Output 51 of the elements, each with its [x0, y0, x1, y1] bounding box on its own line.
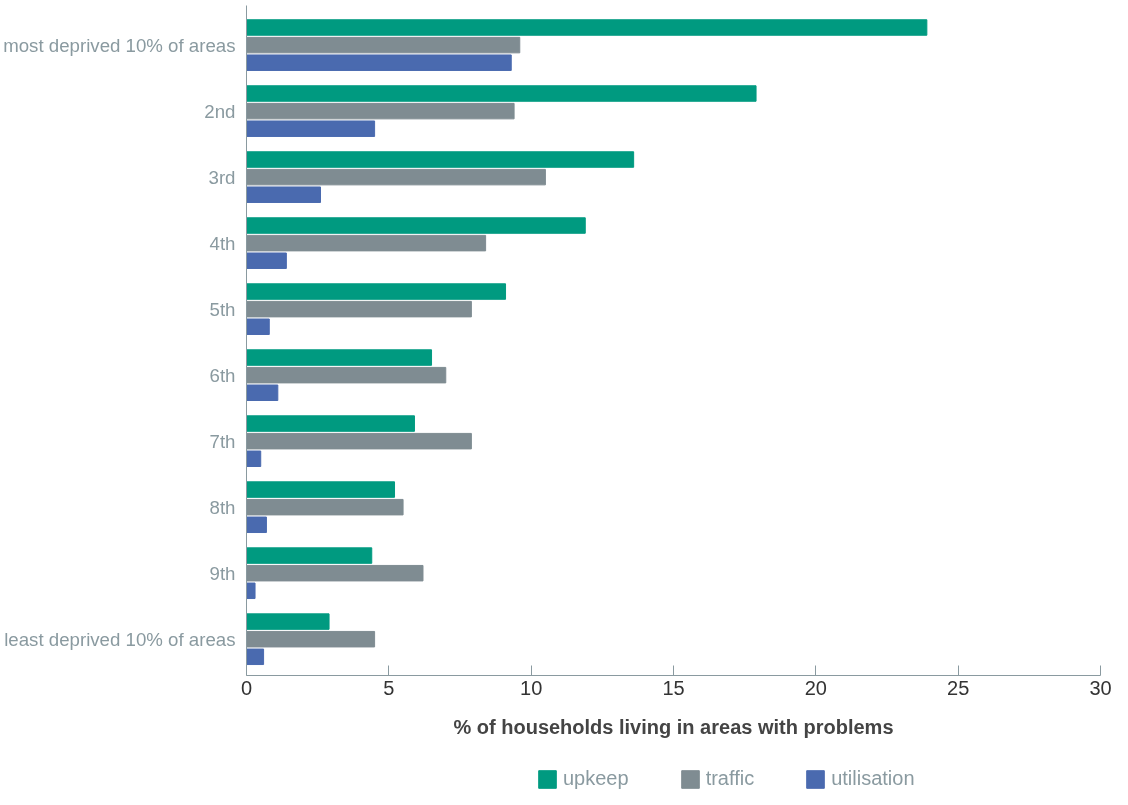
bar — [246, 252, 287, 269]
bar — [246, 186, 322, 203]
bar — [246, 36, 521, 54]
bar — [246, 564, 424, 582]
bar — [246, 582, 256, 600]
x-tick-label: 25 — [947, 676, 970, 699]
x-tick-label: 15 — [662, 676, 685, 699]
bar — [246, 547, 373, 564]
y-tick-label: 8th — [209, 496, 236, 518]
bar — [246, 318, 270, 335]
legend-label: utilisation — [831, 767, 915, 790]
y-tick-label: 3rd — [208, 166, 236, 188]
bar — [246, 481, 396, 498]
bar — [246, 613, 330, 630]
legend-label: traffic — [705, 767, 755, 790]
bar — [246, 384, 279, 401]
y-tick-label: most deprived 10% of areas — [3, 34, 236, 56]
bar — [246, 217, 586, 234]
y-tick-label: 9th — [209, 562, 236, 584]
x-tick-label: 0 — [240, 676, 253, 699]
y-tick-label: 6th — [209, 364, 236, 386]
x-tick-label: 5 — [383, 676, 395, 699]
bar — [246, 102, 515, 120]
bar — [246, 151, 635, 168]
bar — [246, 54, 512, 71]
y-tick-label: least deprived 10% of areas — [4, 628, 236, 650]
bar — [246, 234, 487, 252]
bar — [246, 349, 433, 366]
y-tick-label: 7th — [209, 430, 236, 452]
x-tick-label: 20 — [804, 676, 827, 699]
bar — [246, 366, 447, 384]
bar — [246, 283, 507, 300]
bar — [246, 648, 265, 666]
bar — [246, 120, 376, 137]
x-tick-label: 30 — [1089, 676, 1112, 699]
bar — [246, 498, 404, 516]
bar — [246, 630, 376, 648]
bar — [246, 85, 757, 102]
bar — [246, 450, 262, 468]
bar — [246, 300, 472, 318]
y-tick-label: 4th — [209, 232, 236, 254]
bar — [246, 432, 472, 450]
bar — [246, 516, 267, 534]
legend-label: upkeep — [563, 767, 629, 790]
bar — [246, 415, 415, 432]
y-tick-label: 5th — [209, 298, 236, 320]
bar — [246, 19, 928, 36]
x-axis-title: % of households living in areas with problems — [453, 715, 894, 738]
y-tick-label: 2nd — [204, 100, 236, 122]
x-tick-label: 10 — [520, 676, 543, 699]
bar — [246, 168, 546, 186]
